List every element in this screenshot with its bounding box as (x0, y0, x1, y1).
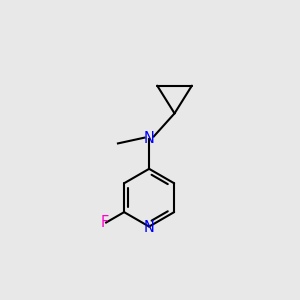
Text: F: F (101, 215, 109, 230)
Text: N: N (144, 131, 154, 146)
Text: N: N (144, 220, 154, 235)
